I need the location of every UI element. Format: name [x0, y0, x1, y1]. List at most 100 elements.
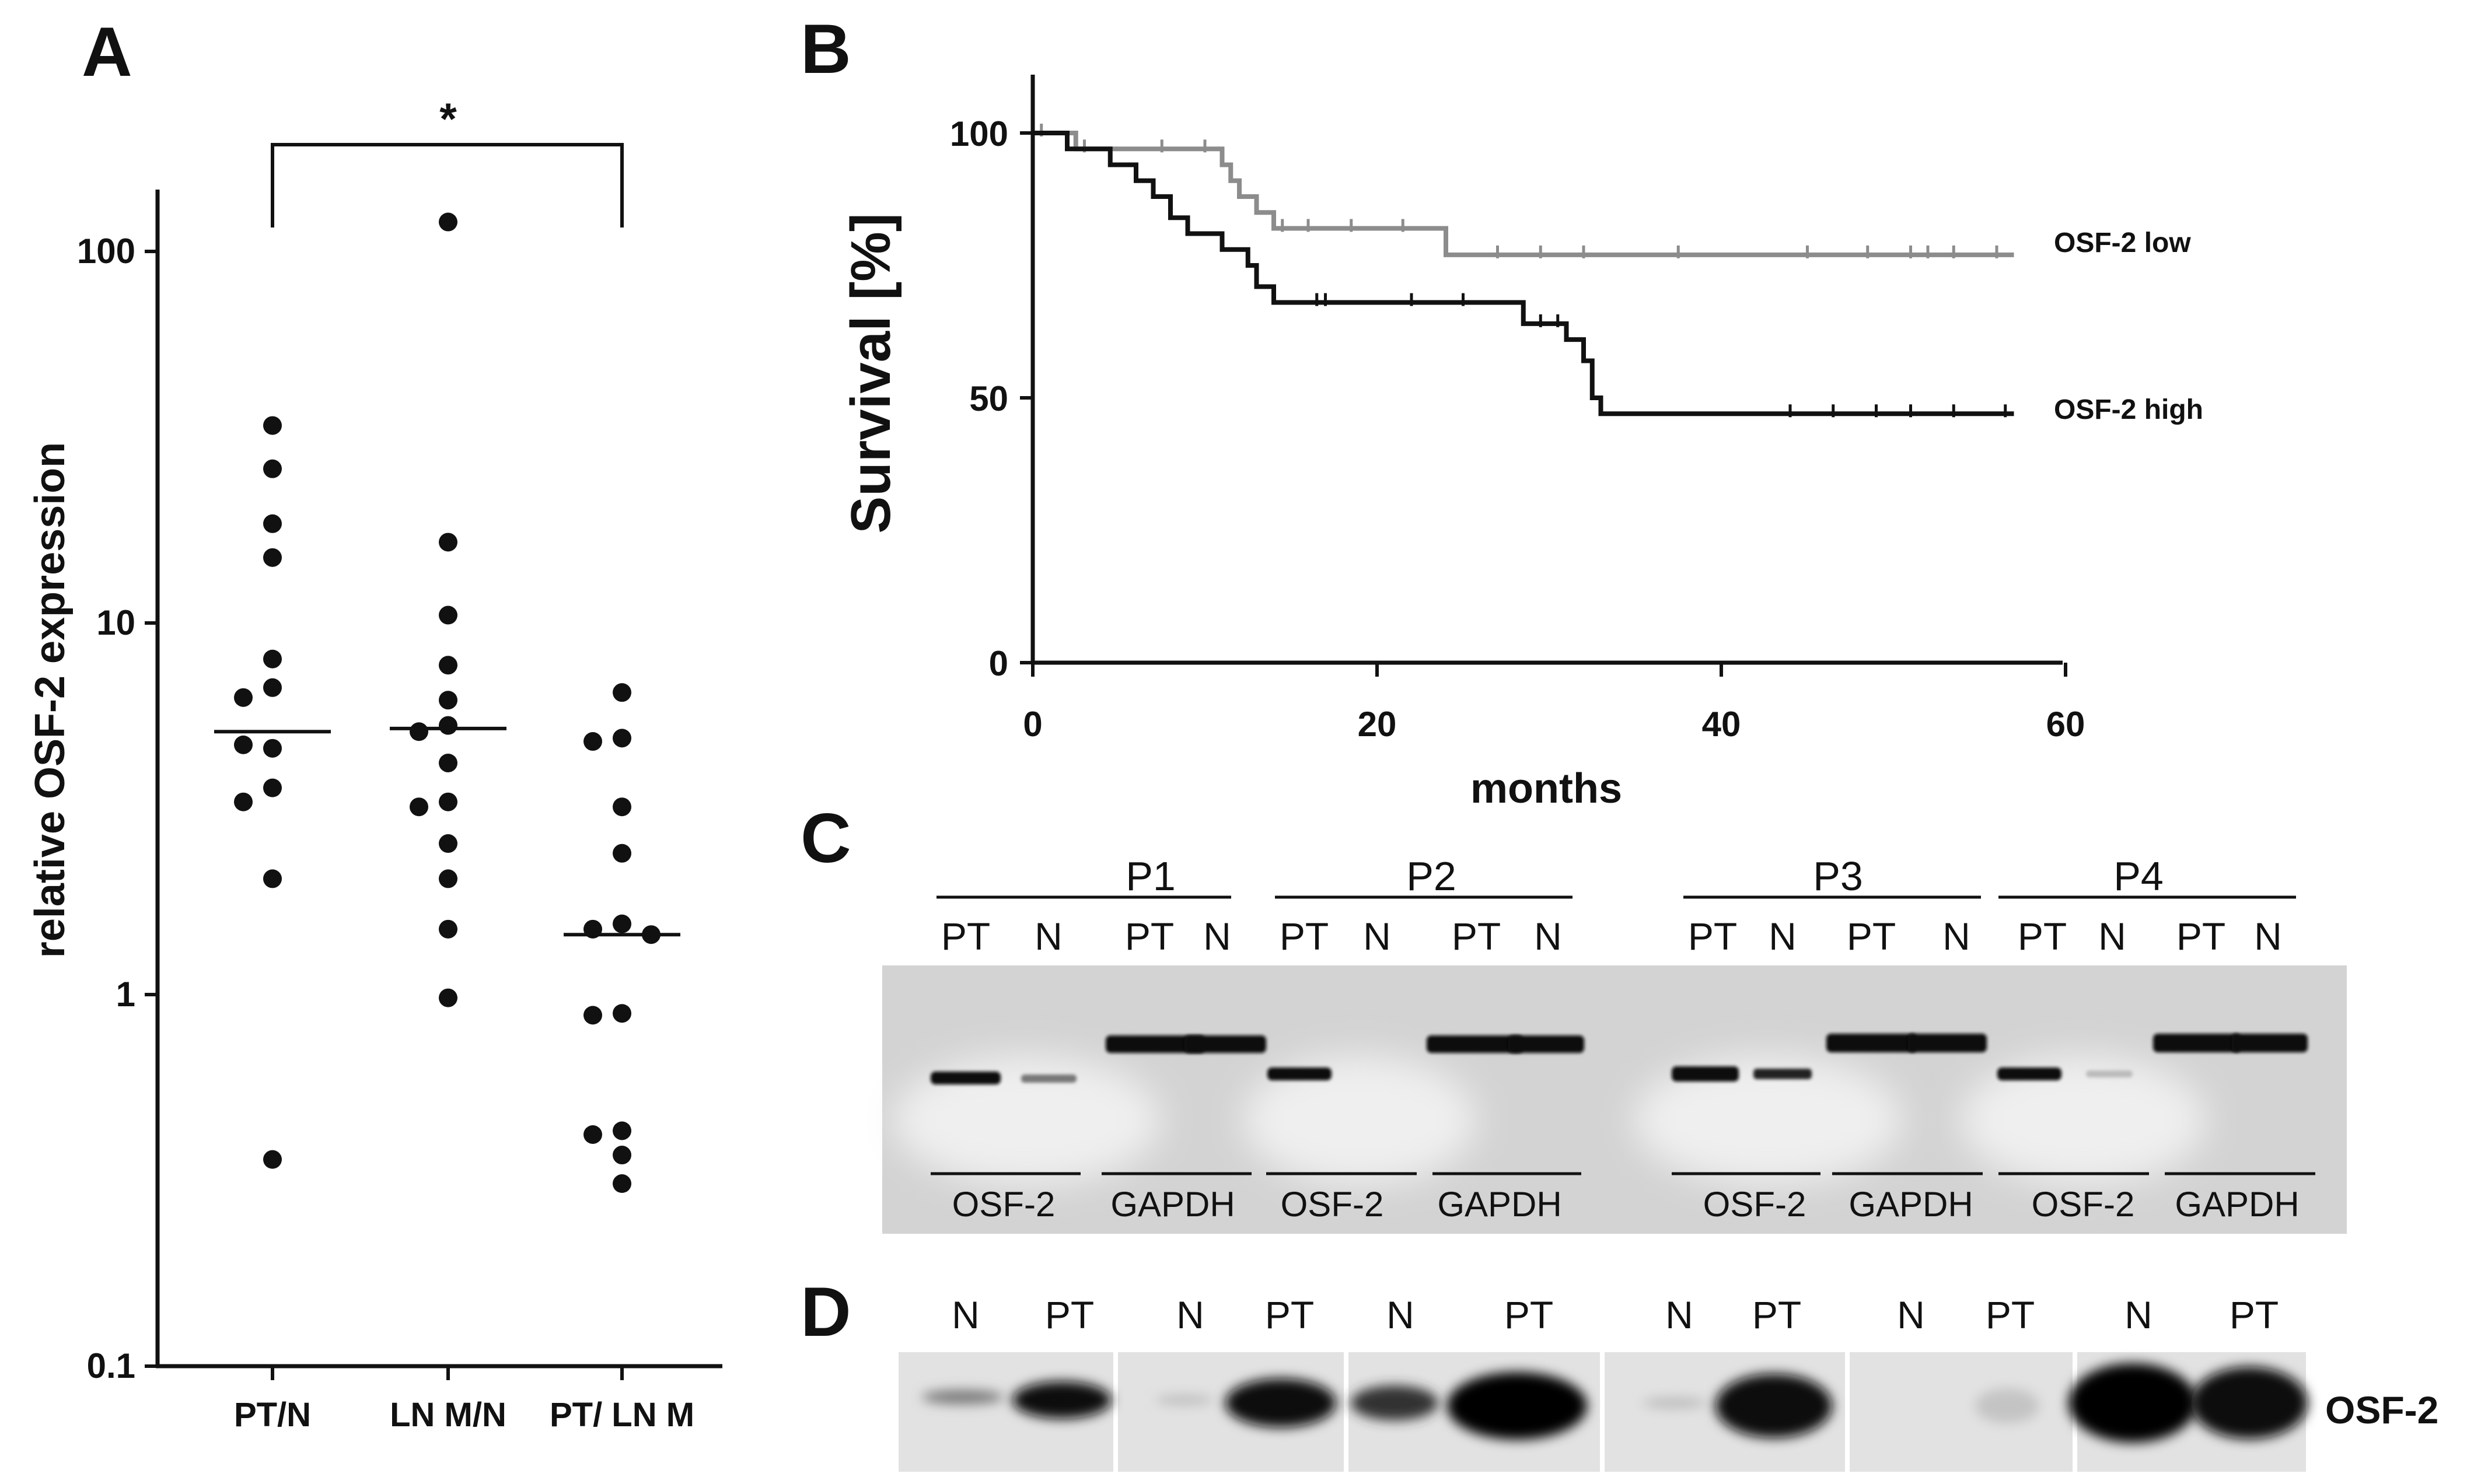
y-tick-label: 1 [116, 975, 135, 1014]
x-axis-label: months [1470, 765, 1622, 812]
survival-curves [1033, 124, 2014, 418]
data-point [263, 514, 282, 533]
patient-label-p1: P1 [1126, 853, 1176, 899]
legend-osf2-high: OSF-2 high [2054, 394, 2203, 425]
wb-lane-labels: N PT N PT N PT N PT N PT N PT [952, 1293, 2279, 1336]
lane-label: PT [1847, 915, 1896, 958]
panel-a: A 0.1 1 10 100 PT/N LN M/N PT/ LN M * relativ… [27, 13, 722, 1434]
data-point [234, 792, 253, 811]
gene-label-gapdh: GAPDH [1437, 1185, 1561, 1224]
data-point [439, 606, 457, 625]
data-point [613, 729, 631, 748]
data-point [263, 1150, 282, 1169]
gene-label-osf2: OSF-2 [1281, 1185, 1384, 1224]
data-point [613, 1174, 631, 1194]
data-point [439, 716, 457, 735]
lane-label: PT [941, 915, 990, 958]
data-point [263, 738, 282, 758]
data-point [234, 688, 253, 707]
gene-label-osf2: OSF-2 [1703, 1185, 1806, 1224]
significance-bracket: * [271, 94, 624, 228]
median-lines [214, 726, 680, 937]
lane-label: PT [1045, 1293, 1094, 1336]
y-tick-label: 0 [989, 644, 1008, 683]
data-point [410, 797, 428, 817]
x-tick-label: PT/N [234, 1396, 311, 1434]
data-point [439, 533, 457, 552]
data-point [613, 844, 631, 863]
lane-label: N [1203, 915, 1231, 958]
data-point [613, 1121, 631, 1140]
gene-labels: OSF-2 GAPDH OSF-2 GAPDH OSF-2 GAPDH OSF-… [931, 1172, 2315, 1224]
panel-c-letter: C [801, 799, 851, 877]
data-point [439, 753, 457, 772]
lane-label: N [1386, 1293, 1414, 1336]
x-tick-label: LN M/N [390, 1396, 506, 1434]
protein-label-osf2: OSF-2 [2325, 1388, 2438, 1432]
x-tick-label: PT/ LN M [550, 1396, 694, 1434]
gel-image [882, 965, 2347, 1234]
lane-label: PT [1265, 1293, 1314, 1336]
data-point [583, 732, 602, 751]
lane-label: N [1769, 915, 1797, 958]
patient-label-p4: P4 [2113, 853, 2164, 899]
lane-label: N [2098, 915, 2126, 958]
lane-label: N [952, 1293, 980, 1336]
x-tick-label: 60 [2046, 705, 2085, 744]
data-point [263, 459, 282, 478]
panel-d-letter: D [801, 1273, 851, 1351]
lane-labels: PT N PT N PT N PT N PT N PT N PT N PT N [941, 915, 2282, 958]
lane-label: PT [2230, 1293, 2279, 1336]
significance-star: * [439, 94, 457, 144]
y-tick-label: 100 [77, 232, 135, 271]
data-point [263, 869, 282, 888]
lane-label: N [1942, 915, 1970, 958]
data-point [613, 1146, 631, 1165]
panel-d: D N PT N PT N PT N PT N PT N PT [801, 1273, 2438, 1472]
y-tick-label: 10 [96, 603, 135, 642]
data-point [439, 834, 457, 853]
gene-label-gapdh: GAPDH [1848, 1185, 1973, 1224]
data-point [263, 649, 282, 668]
data-point [263, 778, 282, 797]
data-point [439, 792, 457, 811]
y-tick-label: 0.1 [87, 1346, 135, 1385]
lane-label: PT [1688, 915, 1737, 958]
data-point [583, 1125, 602, 1144]
data-point [439, 212, 457, 232]
x-ticks: PT/N LN M/N PT/ LN M [234, 1366, 694, 1434]
data-point [263, 678, 282, 697]
lane-label: N [2254, 915, 2282, 958]
data-point [583, 1006, 602, 1025]
data-point [263, 548, 282, 567]
data-point [234, 735, 253, 754]
y-axis-label: relative OSF-2 expression [27, 442, 74, 958]
data-point [439, 691, 457, 710]
western-blot-image [899, 1352, 2308, 1472]
y-tick-label: 50 [969, 379, 1008, 418]
panel-a-letter: A [82, 13, 132, 91]
lane-label: N [2124, 1293, 2152, 1336]
data-point [439, 656, 457, 675]
data-point [439, 919, 457, 939]
data-points [234, 212, 661, 1194]
panel-b-letter: B [801, 10, 851, 88]
data-point [410, 722, 428, 741]
legend-osf2-low: OSF-2 low [2054, 228, 2191, 258]
lane-label: PT [1504, 1293, 1553, 1336]
lane-label: PT [1452, 915, 1501, 958]
patient-headers: P1 P2 P3 P4 [937, 853, 2296, 899]
panel-b: B 0 50 100 0 20 40 60 Survival [%] months OSF… [801, 10, 2203, 812]
lane-label: N [1035, 915, 1063, 958]
lane-label: PT [2018, 915, 2067, 958]
patient-label-p3: P3 [1813, 853, 1863, 899]
lane-label: N [1534, 915, 1562, 958]
lane-label: N [1897, 1293, 1925, 1336]
lane-label: PT [1280, 915, 1329, 958]
data-point [613, 683, 631, 702]
lane-label: PT [1986, 1293, 2035, 1336]
x-tick-label: 0 [1023, 705, 1042, 744]
x-tick-label: 20 [1358, 705, 1397, 744]
gene-label-gapdh: GAPDH [1110, 1185, 1235, 1224]
lane-label: N [1665, 1293, 1693, 1336]
